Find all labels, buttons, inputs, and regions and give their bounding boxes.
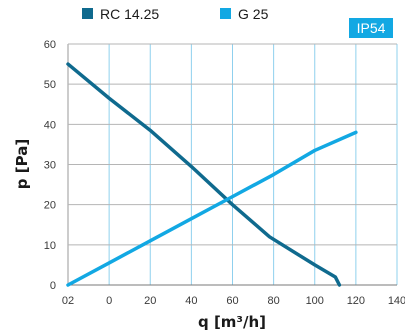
- y-axis-title: p [Pa]: [13, 139, 31, 189]
- x-tick-label: 120: [347, 295, 365, 307]
- x-tick-label: 40: [185, 295, 197, 307]
- y-tick-label: 40: [44, 119, 56, 131]
- x-tick-label: 0: [106, 295, 112, 307]
- series-layer: [66, 62, 358, 287]
- y-tick-label: 0: [50, 280, 56, 292]
- y-tick-labels: 0 10 20 30 40 50 60: [44, 39, 56, 292]
- legend: RC 14.25 G 25: [82, 6, 269, 22]
- y-tick-label: 10: [44, 240, 56, 252]
- y-tick-label: 20: [44, 200, 56, 212]
- legend-label: G 25: [238, 6, 269, 22]
- grid: [67, 43, 398, 286]
- ip-rating-badge-bg: [349, 18, 393, 38]
- x-axis-title: q [m³/h]: [198, 313, 266, 331]
- legend-swatch: [82, 8, 93, 19]
- x-tick-label: 20: [144, 295, 156, 307]
- x-tick-labels: 02 0 20 40 60 80 100 120 140: [62, 295, 405, 307]
- x-tick-label: 02: [62, 295, 74, 307]
- x-tick-label: 100: [306, 295, 324, 307]
- x-tick-label: 60: [226, 295, 238, 307]
- legend-swatch: [220, 8, 231, 19]
- y-tick-label: 60: [44, 39, 56, 51]
- x-tick-label: 80: [268, 295, 280, 307]
- x-tick-label: 140: [388, 295, 405, 307]
- y-tick-label: 30: [44, 160, 56, 172]
- legend-label: RC 14.25: [100, 6, 159, 22]
- ip-rating-badge: IP54: [349, 18, 393, 38]
- ip-rating-badge-text: IP54: [357, 20, 386, 36]
- y-tick-label: 50: [44, 79, 56, 91]
- series-line-g-25: [66, 130, 358, 287]
- series-line-rc-14-25: [66, 62, 342, 287]
